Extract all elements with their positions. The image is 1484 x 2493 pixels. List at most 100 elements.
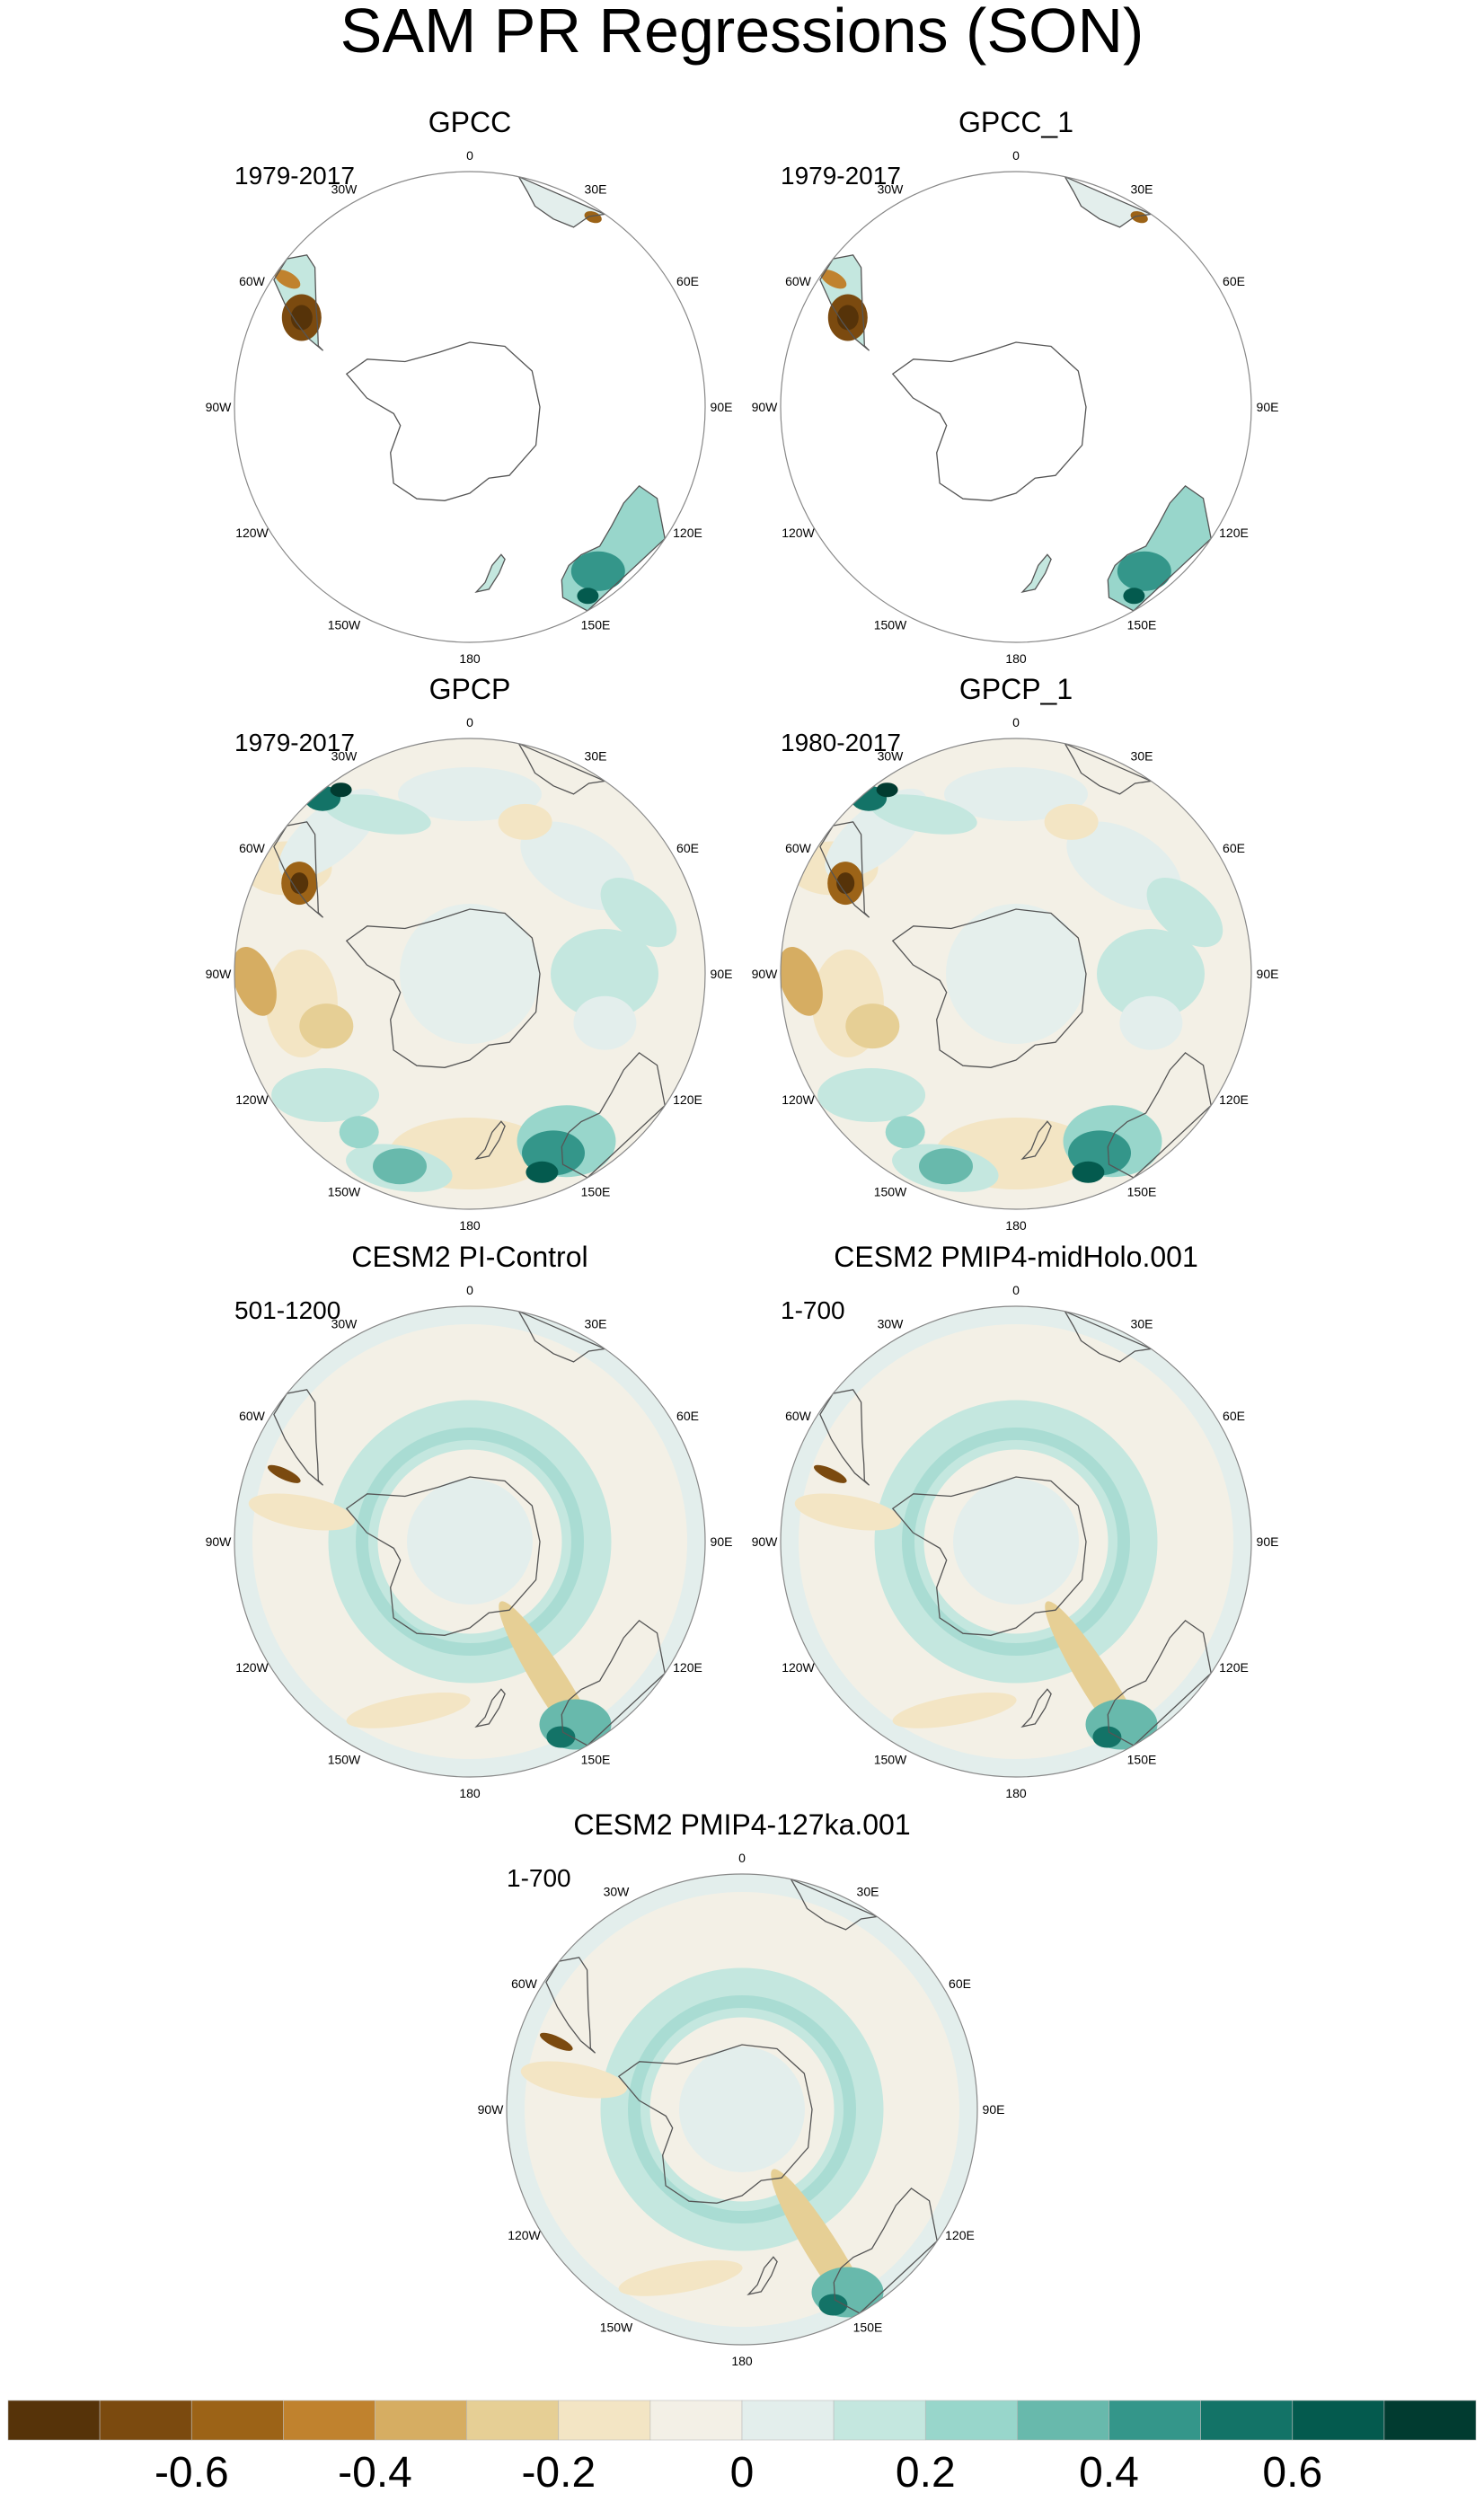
colorbar-swatch [283, 2400, 375, 2441]
africa-coastline [1063, 1310, 1153, 1363]
longitude-label: 0 [738, 1851, 746, 1865]
longitude-label: 30W [331, 749, 358, 764]
longitude-label: 120W [235, 526, 269, 540]
map-border [506, 1873, 978, 2346]
anomaly-wet-australia [1117, 551, 1171, 591]
panel-period: 1979-2017 [781, 162, 901, 190]
map-border [234, 738, 706, 1210]
longitude-label: 120E [945, 2228, 975, 2242]
colorbar-swatch [833, 2400, 926, 2441]
longitude-label: 180 [459, 1786, 481, 1800]
longitude-label: 90W [752, 1534, 779, 1549]
antarctica-coastline [345, 1476, 541, 1636]
field-background [781, 172, 1251, 642]
longitude-label: 180 [1005, 1786, 1027, 1800]
anomaly-wet-australia [570, 551, 625, 591]
anomaly-wet-core [577, 588, 599, 605]
colorbar-tick-label: -0.4 [338, 2449, 412, 2493]
field-patch [498, 803, 552, 840]
field-dry-arc-2 [618, 2259, 743, 2296]
precip-field [234, 172, 705, 642]
field-patch [1097, 929, 1205, 1019]
anomaly-dry-south [274, 270, 301, 289]
new-zealand-coastline [474, 1120, 506, 1160]
colorbar-tick-label: -0.2 [521, 2449, 596, 2493]
field-patch [944, 767, 1088, 821]
field-patch [271, 1068, 380, 1122]
longitude-label: 60E [676, 1409, 699, 1423]
map-panel-pi: CESM2 PI-Control 501-1200 0 30E 60E 90E 120E 15… [206, 1241, 733, 1800]
longitude-label: 150E [1127, 1753, 1157, 1767]
longitude-label: 30W [878, 749, 905, 764]
precip-field [234, 738, 705, 1209]
longitude-label: 120W [235, 1660, 269, 1675]
australia-coastline [833, 2188, 938, 2314]
longitude-label: 150W [600, 2321, 633, 2335]
anomaly-dry-core [836, 872, 855, 895]
longitude-label: 90W [752, 967, 779, 981]
longitude-label: 120E [1219, 1660, 1249, 1675]
longitude-label: 150E [581, 618, 611, 632]
panel-title: CESM2 PI-Control [351, 1241, 587, 1273]
australia-coastline [1107, 485, 1212, 612]
africa-coastline [517, 1310, 607, 1363]
new-zealand-coastline [474, 1688, 506, 1728]
field-dry-arc-3 [794, 1493, 902, 1531]
field-patch [339, 1116, 379, 1149]
anomaly-dry-africa [584, 211, 602, 224]
longitude-label: 90E [711, 967, 733, 981]
field-patch [1072, 1161, 1105, 1183]
longitude-label: 150W [874, 1185, 907, 1199]
colorbar-swatch [466, 2400, 559, 2441]
longitude-label: 180 [459, 651, 481, 666]
longitude-label: 60W [239, 841, 266, 855]
longitude-label: 60E [1223, 841, 1245, 855]
longitude-label: 180 [731, 2354, 753, 2368]
antarctica-coastline [891, 341, 1087, 501]
longitude-label: 90E [1257, 967, 1279, 981]
field-wet-core [546, 1726, 576, 1748]
field-dry-arc-2 [346, 1692, 471, 1728]
longitude-label: 150W [874, 1753, 907, 1767]
field-patch [398, 767, 542, 821]
longitude-label: 30W [331, 182, 358, 197]
field-patch [817, 1068, 926, 1122]
longitude-label: 30E [585, 182, 607, 197]
africa-coastline [517, 742, 607, 795]
longitude-label: 180 [1005, 1218, 1027, 1233]
longitude-label: 150W [328, 618, 361, 632]
longitude-label: 150W [328, 1753, 361, 1767]
map-border [780, 1305, 1252, 1778]
field-patch [1119, 995, 1183, 1050]
longitude-label: 60W [239, 1409, 266, 1423]
field-patch [885, 1116, 925, 1149]
panel-title: GPCC [428, 106, 511, 138]
antarctica-coastline [617, 2044, 813, 2204]
longitude-label: 0 [466, 148, 473, 163]
precip-field [781, 1306, 1251, 1777]
antarctica-coastline [345, 341, 541, 501]
anomaly-wet-core [1123, 588, 1145, 605]
longitude-label: 60E [949, 1976, 971, 1991]
australia-coastline [561, 1052, 666, 1179]
antarctica-coastline [891, 1476, 1087, 1636]
colorbar-tick-label: 0.4 [1079, 2449, 1139, 2493]
longitude-label: 90W [206, 400, 233, 414]
panel-period: 1979-2017 [234, 162, 355, 190]
longitude-label: 0 [1012, 1283, 1020, 1297]
longitude-label: 30E [585, 1317, 607, 1331]
map-border [780, 738, 1252, 1210]
panel-period: 1980-2017 [781, 729, 901, 756]
longitude-label: 0 [1012, 148, 1020, 163]
map-border [234, 1305, 706, 1778]
longitude-label: 90E [711, 400, 733, 414]
anomaly-dry-core [290, 872, 309, 895]
longitude-label: 90E [1257, 1534, 1279, 1549]
antarctic-field [953, 1479, 1079, 1605]
colorbar-swatch [1017, 2400, 1109, 2441]
longitude-label: 150W [874, 618, 907, 632]
south-america-coastline [819, 1389, 870, 1486]
longitude-label: 150E [853, 2321, 883, 2335]
panel-title: GPCP [429, 673, 511, 705]
